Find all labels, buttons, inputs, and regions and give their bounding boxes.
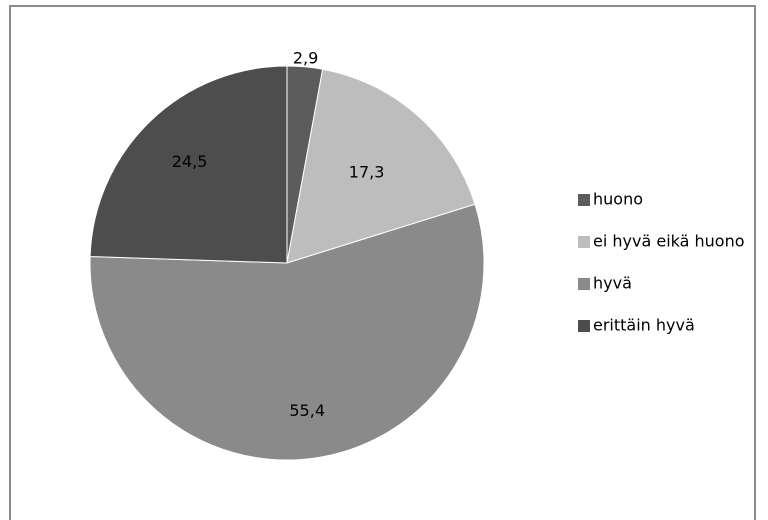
pie-slices	[89, 65, 485, 461]
pie-slice-2	[286, 68, 476, 264]
legend-label-2: ei hyvä eikä huono	[593, 232, 745, 251]
pie-slice-4	[89, 65, 288, 264]
data-label-4: 24,5	[172, 152, 208, 171]
legend-label-4: erittäin hyvä	[593, 316, 695, 335]
legend-swatch-2	[578, 236, 590, 248]
pie-slice-3	[89, 203, 485, 461]
legend-label-1: huono	[593, 190, 643, 209]
legend-label-3: hyvä	[593, 274, 632, 293]
data-label-2: 17,3	[349, 163, 385, 182]
legend-swatch-4	[578, 320, 590, 332]
data-label-3: 55,4	[289, 401, 325, 420]
legend: huono ei hyvä eikä huono hyvä erittäin hyvä	[578, 190, 745, 335]
legend-swatch-1	[578, 194, 590, 206]
pie-data-labels: 2,9 17,3 55,4 24,5	[172, 48, 385, 420]
legend-swatch-3	[578, 278, 590, 290]
data-label-1: 2,9	[293, 48, 318, 67]
